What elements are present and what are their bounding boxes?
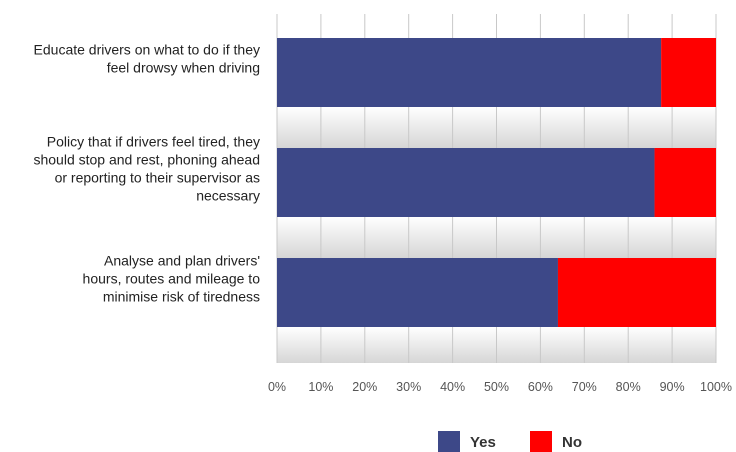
legend-label-no: No [562, 434, 582, 451]
category-label: Educate drivers on what to do if they fee… [34, 42, 260, 76]
category-label-line: hours, routes and mileage to [83, 271, 261, 287]
legend: Yes No [438, 431, 582, 452]
category-label-line: should stop and rest, phoning ahead [33, 152, 260, 168]
x-tick-label: 50% [484, 380, 509, 394]
bar-yes-2 [277, 148, 655, 217]
x-tick-label: 90% [660, 380, 685, 394]
bar-no-3 [557, 258, 716, 327]
x-tick-label: 10% [308, 380, 333, 394]
category-label-line: minimise risk of tiredness [103, 289, 260, 305]
category-label: Analyse and plan drivers' hours, routes a… [83, 253, 261, 305]
bar-no-2 [654, 148, 716, 217]
x-tick-label: 40% [440, 380, 465, 394]
legend-swatch-yes [438, 431, 460, 452]
bar-no-1 [661, 38, 716, 107]
category-label-line: Policy that if drivers feel tired, they [47, 134, 260, 150]
category-label-line: feel drowsy when driving [107, 60, 260, 76]
x-tick-label: 30% [396, 380, 421, 394]
x-tick-label: 80% [616, 380, 641, 394]
category-label-line: Analyse and plan drivers' [104, 253, 260, 269]
bar-yes-3 [277, 258, 558, 327]
category-label-line: necessary [196, 188, 260, 204]
x-tick-label: 0% [268, 380, 286, 394]
legend-swatch-no [530, 431, 552, 452]
x-tick-label: 70% [572, 380, 597, 394]
category-label-line: Educate drivers on what to do if they [34, 42, 260, 58]
bar-yes-1 [277, 38, 662, 107]
category-labels: Educate drivers on what to do if they fee… [33, 42, 260, 305]
category-label: Policy that if drivers feel tired, they s… [33, 134, 260, 204]
x-axis-tick-labels: 0% 10% 20% 30% 40% 50% 60% 70% 80% 90% 100% [268, 380, 732, 394]
bars [277, 38, 716, 327]
category-label-line: or reporting to their supervisor as [55, 170, 260, 186]
legend-label-yes: Yes [470, 434, 496, 451]
x-tick-label: 60% [528, 380, 553, 394]
x-tick-label: 100% [700, 380, 732, 394]
x-tick-label: 20% [352, 380, 377, 394]
